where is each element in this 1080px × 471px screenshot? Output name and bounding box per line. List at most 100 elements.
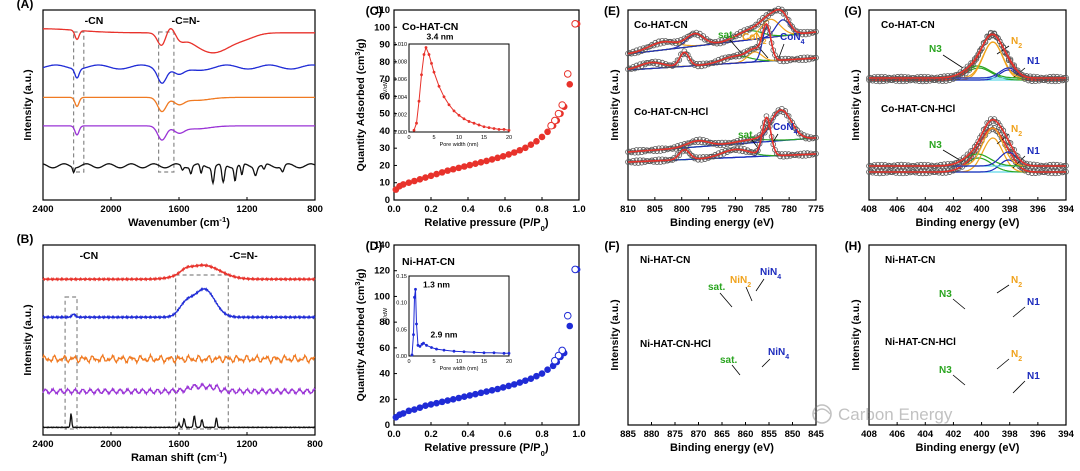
annotation-arrow	[952, 374, 966, 386]
data-point	[640, 157, 647, 164]
fit-line	[627, 22, 817, 70]
axes-frame	[393, 9, 580, 201]
data-point	[1057, 74, 1064, 80]
inset-x-tick-label: 20	[506, 135, 512, 141]
inset-point	[425, 343, 428, 347]
watermark: Carbon Energy	[812, 404, 953, 424]
data-point	[971, 143, 978, 150]
x-axis-label: Wavenumber (cm-1)	[128, 215, 230, 230]
data-point	[654, 159, 660, 165]
data-point	[939, 170, 946, 176]
annotation-arrow	[777, 43, 785, 61]
x-tick-label: 880	[644, 429, 660, 440]
adsorption-point	[411, 406, 418, 413]
peak-annotation: sat.	[718, 30, 735, 41]
adsorption-point	[455, 394, 463, 402]
desorption-point	[571, 265, 579, 274]
x-tick-label: 800	[307, 204, 323, 215]
annotation-cn: -CN	[80, 250, 99, 262]
inset-x-tick-label: 15	[481, 135, 487, 141]
y-axis-label: Intensity (a.u.)	[609, 299, 621, 370]
inset-peak-label: 3.4 nm	[427, 32, 454, 42]
panel-label: (F)	[604, 239, 619, 253]
watermark-icon-mark	[813, 408, 831, 415]
y-tick-label: 70	[379, 74, 390, 85]
peak-annotation: N3	[929, 140, 942, 151]
data-point	[698, 157, 705, 163]
adsorption-point	[449, 165, 457, 173]
data-point	[995, 35, 1001, 42]
inset-point	[442, 95, 446, 99]
series-black-line	[42, 163, 316, 186]
x-tick-label: 406	[889, 429, 905, 440]
y-tick-label: 10	[379, 178, 390, 189]
x-tick-label: 394	[1058, 204, 1075, 215]
adsorption-point	[461, 393, 468, 401]
data-point	[799, 153, 806, 159]
x-tick-label: 865	[714, 429, 731, 440]
bottom-sample-label: Ni-HAT-CN-HCl	[640, 339, 711, 350]
adsorption-point	[488, 386, 496, 394]
x-tick-label: 404	[917, 429, 934, 440]
inset-x-tick-label: 5	[432, 359, 435, 365]
x-tick-label: 0.6	[498, 204, 511, 215]
x-tick-label: 875	[667, 429, 684, 440]
x-tick-label: 1.0	[572, 429, 585, 440]
x-tick-label: 0.4	[461, 204, 475, 215]
adsorption-point	[527, 141, 535, 149]
data-point	[927, 164, 933, 170]
x-tick-label: 400	[974, 204, 990, 215]
x-tick-label: 0.2	[424, 429, 437, 440]
panel-label: (D)	[366, 239, 383, 253]
adsorption-point	[516, 146, 524, 154]
peak-annotation: N3	[929, 44, 942, 55]
x-axis-label: Binding energy (eV)	[670, 442, 774, 454]
x-axis-label: Raman shift (cm-1)	[131, 450, 227, 465]
data-point	[737, 145, 744, 152]
x-tick-label: 406	[889, 204, 905, 215]
inset-point	[457, 113, 461, 117]
data-point	[686, 150, 693, 157]
data-point	[919, 164, 926, 171]
data-point	[662, 38, 669, 44]
data-point	[898, 167, 905, 174]
dashed-box-cn	[72, 31, 85, 173]
data-point	[919, 76, 926, 83]
data-point	[681, 48, 688, 54]
x-tick-label: 398	[1002, 429, 1018, 440]
data-point	[925, 162, 931, 168]
inset-point	[413, 295, 416, 299]
data-point	[875, 167, 881, 174]
adsorption-point	[505, 382, 512, 390]
y-tick-label: 40	[379, 369, 390, 380]
annotation-arrow	[952, 298, 966, 310]
fit-line	[869, 33, 1066, 79]
annotation-arrow	[755, 278, 765, 292]
x-tick-label: 398	[1002, 204, 1018, 215]
y-axis-label: Quantity Adsorbed (cm3/g)	[353, 269, 368, 402]
adsorption-point	[494, 154, 501, 162]
bottom-sample-label: Co-HAT-CN-HCl	[881, 104, 955, 115]
panel-B: (B) Intensity (a.u.) Raman shift (cm-1) 240…	[17, 232, 323, 464]
data-point	[1050, 73, 1057, 80]
inset-y-tick-label: 0.05	[396, 327, 407, 333]
data-point	[676, 40, 683, 46]
inset-point	[437, 84, 441, 88]
peak-annotation: N1	[1027, 371, 1040, 382]
adsorption-point	[438, 398, 446, 406]
adsorption-point	[488, 156, 496, 163]
inset-point	[507, 128, 511, 132]
x-tick-label: 2400	[32, 439, 53, 450]
adsorption-point	[416, 404, 424, 411]
axes-frame	[627, 244, 817, 426]
adsorption-point	[544, 128, 551, 136]
inset-y-label: dV/dW	[383, 307, 389, 324]
x-axis-label: Binding energy (eV)	[916, 442, 1020, 454]
data-point	[695, 63, 701, 70]
inset-point	[435, 347, 438, 351]
data-point	[794, 127, 800, 133]
data-point	[973, 141, 980, 148]
inset-x-tick-label: 0	[407, 135, 410, 141]
data-point	[876, 76, 883, 83]
inset-point	[410, 353, 414, 357]
